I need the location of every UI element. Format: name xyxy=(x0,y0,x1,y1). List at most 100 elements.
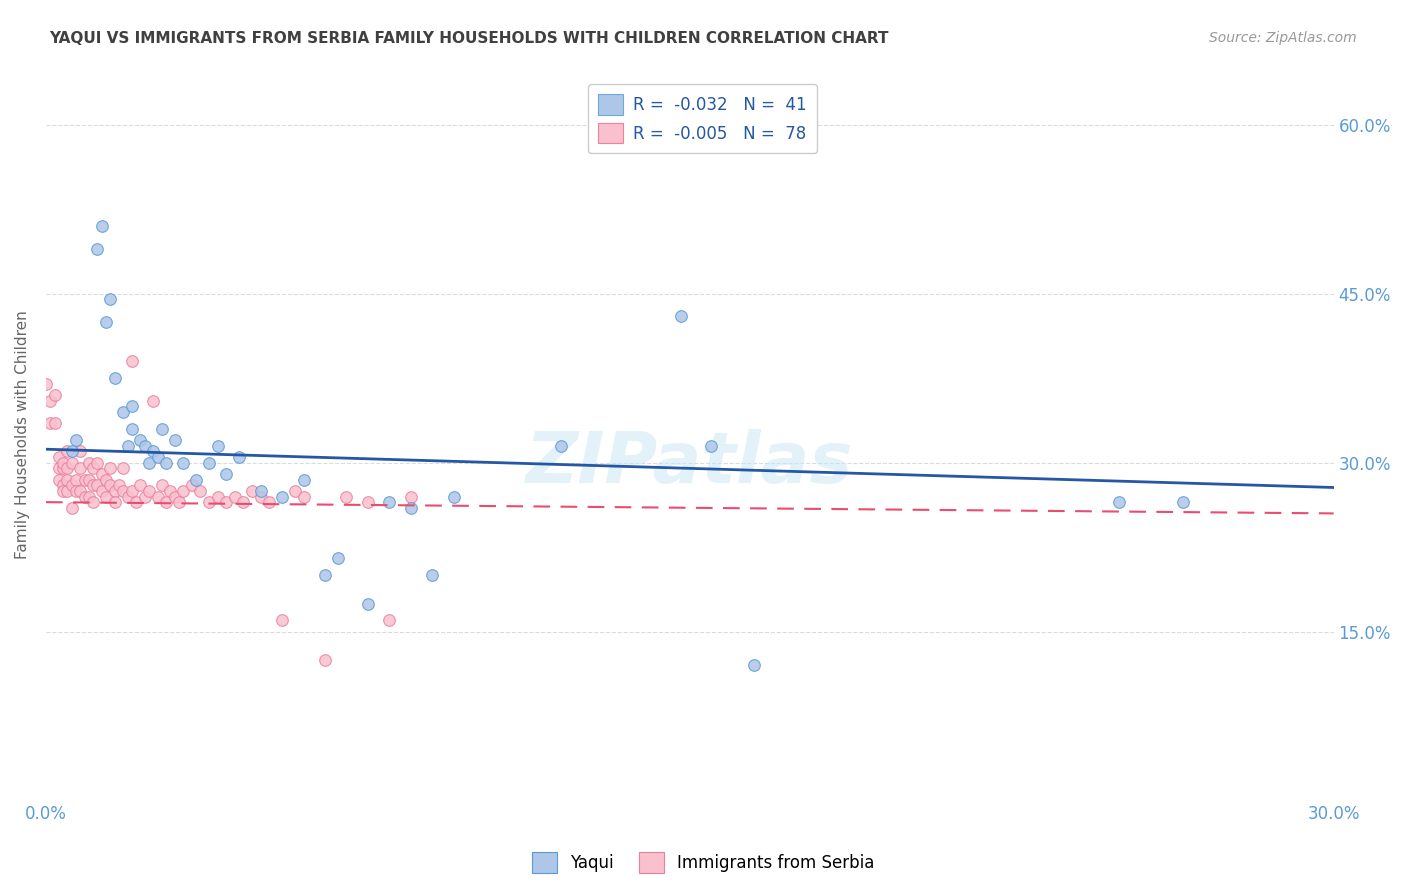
Point xyxy=(443,490,465,504)
Legend: Yaqui, Immigrants from Serbia: Yaqui, Immigrants from Serbia xyxy=(524,846,882,880)
Point xyxy=(138,456,160,470)
Point xyxy=(77,473,100,487)
Point xyxy=(700,439,723,453)
Point xyxy=(180,478,202,492)
Point xyxy=(65,433,87,447)
Point xyxy=(129,478,152,492)
Point xyxy=(56,483,79,498)
Point xyxy=(198,495,221,509)
Point xyxy=(163,490,186,504)
Point xyxy=(271,490,294,504)
Point xyxy=(60,456,83,470)
Point xyxy=(86,478,108,492)
Point xyxy=(60,500,83,515)
Point xyxy=(121,422,143,436)
Point xyxy=(129,433,152,447)
Point xyxy=(121,483,143,498)
Text: Source: ZipAtlas.com: Source: ZipAtlas.com xyxy=(1209,31,1357,45)
Point xyxy=(155,456,177,470)
Point xyxy=(94,473,117,487)
Point xyxy=(155,495,177,509)
Point xyxy=(73,473,96,487)
Point xyxy=(378,495,401,509)
Point xyxy=(56,461,79,475)
Point xyxy=(44,388,66,402)
Y-axis label: Family Households with Children: Family Households with Children xyxy=(15,310,30,559)
Point xyxy=(65,483,87,498)
Point xyxy=(399,490,422,504)
Point xyxy=(378,614,401,628)
Point xyxy=(117,490,139,504)
Point xyxy=(56,473,79,487)
Point xyxy=(39,393,62,408)
Point xyxy=(228,450,250,464)
Point xyxy=(671,310,693,324)
Point xyxy=(138,483,160,498)
Point xyxy=(742,658,765,673)
Point xyxy=(314,568,336,582)
Point xyxy=(232,495,254,509)
Point xyxy=(112,483,135,498)
Point xyxy=(150,478,173,492)
Point xyxy=(240,483,263,498)
Point xyxy=(35,376,58,391)
Point xyxy=(56,444,79,458)
Point xyxy=(1173,495,1195,509)
Point xyxy=(104,371,127,385)
Point xyxy=(69,461,91,475)
Point xyxy=(207,490,229,504)
Point xyxy=(52,461,75,475)
Legend: R =  -0.032   N =  41, R =  -0.005   N =  78: R = -0.032 N = 41, R = -0.005 N = 78 xyxy=(588,84,817,153)
Point xyxy=(249,483,271,498)
Point xyxy=(117,439,139,453)
Point xyxy=(90,483,112,498)
Point xyxy=(94,315,117,329)
Point xyxy=(198,456,221,470)
Point xyxy=(167,495,190,509)
Point xyxy=(86,456,108,470)
Point xyxy=(48,473,70,487)
Point xyxy=(39,417,62,431)
Point xyxy=(82,478,104,492)
Point xyxy=(142,393,165,408)
Point xyxy=(335,490,357,504)
Point xyxy=(326,551,349,566)
Point xyxy=(90,467,112,481)
Point xyxy=(292,473,315,487)
Point xyxy=(186,473,208,487)
Point xyxy=(207,439,229,453)
Point xyxy=(399,500,422,515)
Point xyxy=(98,478,121,492)
Point xyxy=(69,444,91,458)
Point xyxy=(357,597,380,611)
Point xyxy=(94,490,117,504)
Point xyxy=(98,461,121,475)
Point xyxy=(44,417,66,431)
Point xyxy=(65,473,87,487)
Point xyxy=(271,614,294,628)
Point xyxy=(134,490,156,504)
Point xyxy=(48,461,70,475)
Point xyxy=(86,242,108,256)
Point xyxy=(357,495,380,509)
Point xyxy=(82,461,104,475)
Point xyxy=(112,405,135,419)
Point xyxy=(224,490,246,504)
Point xyxy=(550,439,572,453)
Point xyxy=(215,495,238,509)
Text: ZIPatlas: ZIPatlas xyxy=(526,429,853,499)
Point xyxy=(142,444,165,458)
Point xyxy=(60,478,83,492)
Point xyxy=(172,483,194,498)
Point xyxy=(104,483,127,498)
Text: YAQUI VS IMMIGRANTS FROM SERBIA FAMILY HOUSEHOLDS WITH CHILDREN CORRELATION CHAR: YAQUI VS IMMIGRANTS FROM SERBIA FAMILY H… xyxy=(49,31,889,46)
Point xyxy=(73,490,96,504)
Point xyxy=(77,456,100,470)
Point xyxy=(125,495,148,509)
Point xyxy=(146,490,169,504)
Point xyxy=(249,490,271,504)
Point xyxy=(52,456,75,470)
Point xyxy=(104,495,127,509)
Point xyxy=(215,467,238,481)
Point xyxy=(121,400,143,414)
